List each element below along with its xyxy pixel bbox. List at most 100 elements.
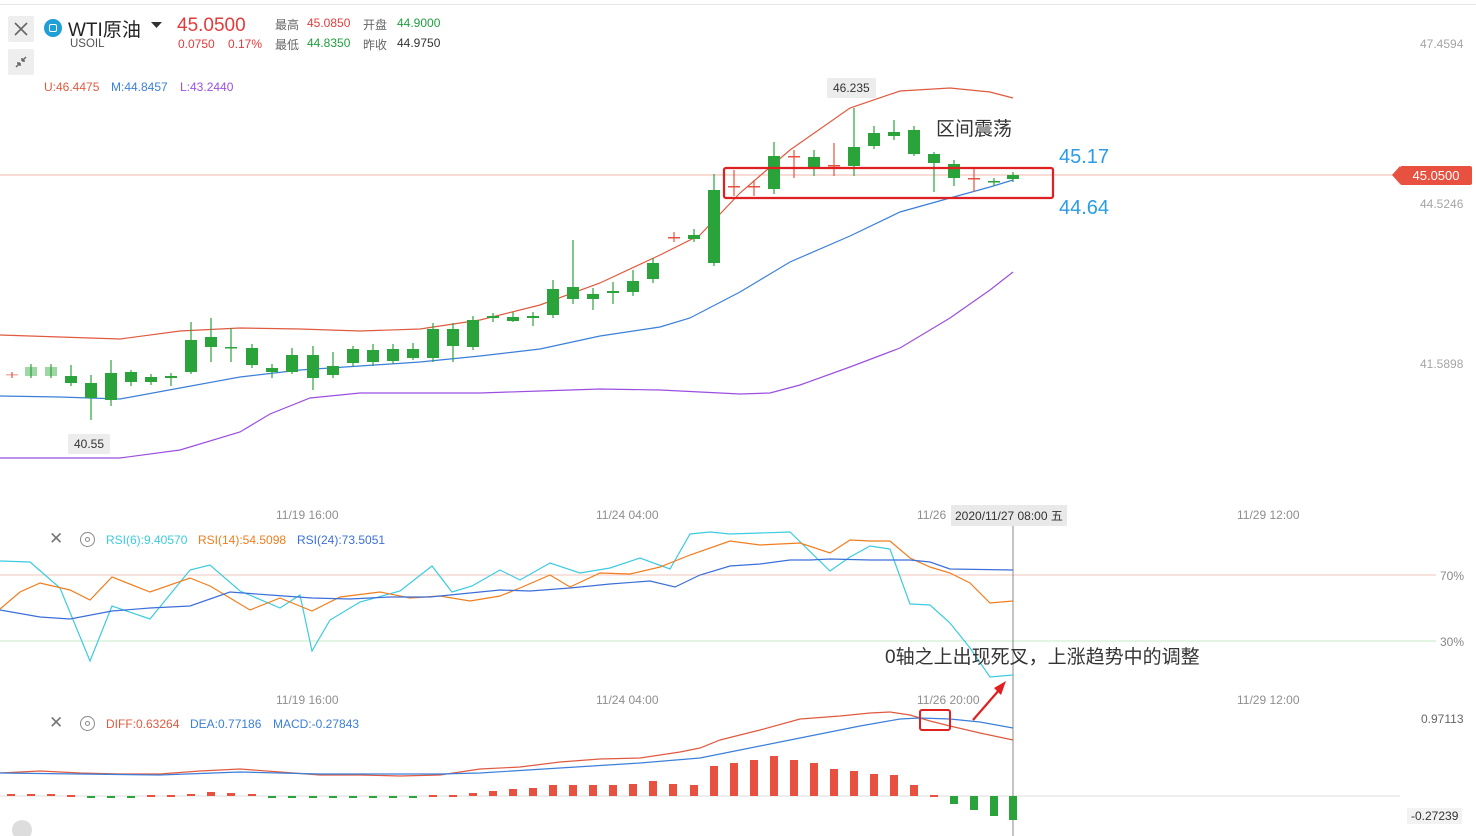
- close-chart-button[interactable]: [8, 16, 34, 42]
- low-value: 44.8350: [307, 36, 351, 50]
- price-tick: 41.5898: [1420, 357, 1464, 371]
- range-box: [722, 166, 1055, 200]
- prev-close-value: 44.9750: [397, 36, 441, 50]
- price-tick: 47.4594: [1420, 37, 1464, 51]
- settings-icon[interactable]: [80, 532, 95, 547]
- macd-bar: [147, 795, 155, 797]
- candle-body: [547, 289, 559, 315]
- current-price: 45.0500: [177, 15, 246, 36]
- boll-middle-line: [0, 179, 1014, 400]
- macd-value-label: MACD:-0.27843: [273, 717, 360, 731]
- macd-bar: [509, 789, 517, 796]
- top-divider: [0, 4, 1476, 5]
- support-level: 44.64: [1059, 197, 1110, 219]
- macd-bar: [107, 796, 115, 798]
- candle-body: [367, 350, 379, 362]
- macd-bar: [990, 796, 998, 816]
- macd-bar: [429, 795, 437, 797]
- high-value: 45.0850: [307, 16, 351, 30]
- range-annotation: 区间震荡: [936, 119, 1013, 140]
- close-macd-icon[interactable]: ✕: [49, 713, 64, 732]
- candle-body: [205, 337, 217, 347]
- candle-body: [948, 164, 960, 178]
- macd-bar: [469, 793, 477, 796]
- settings-icon[interactable]: [80, 716, 95, 731]
- time-tick: 11/24 04:00: [596, 508, 659, 522]
- macd-bar: [810, 763, 818, 796]
- boll-middle-label: M:44.8457: [111, 80, 168, 94]
- candle-body: [968, 178, 980, 180]
- macd-bar: [489, 791, 497, 796]
- boll-upper-line: [0, 87, 1014, 340]
- boll-lower-label: L:43.2440: [180, 80, 234, 94]
- macd-bar: [830, 769, 838, 796]
- close-rsi-icon[interactable]: ✕: [49, 529, 64, 548]
- candle-body: [266, 368, 278, 372]
- macd-bar: [669, 784, 677, 796]
- watermark-icon: [12, 820, 32, 836]
- macd-bar: [67, 795, 75, 797]
- macd-bar: [629, 784, 637, 796]
- rsi14-line: [0, 539, 1014, 612]
- annotation-arrow: [972, 688, 1001, 721]
- candle-body: [307, 355, 319, 378]
- time-tick: 11/26 20:00: [917, 693, 980, 707]
- macd-bar: [750, 760, 758, 796]
- rsi6-label: RSI(6):9.40570: [106, 533, 188, 547]
- candle-body: [728, 186, 740, 188]
- candle-body: [387, 349, 399, 361]
- macd-diff-line: [0, 711, 1014, 777]
- dropdown-icon[interactable]: [151, 22, 162, 29]
- candle-body: [6, 374, 18, 376]
- macd-bar: [730, 763, 738, 796]
- macd-bar: [349, 796, 357, 798]
- candle-body: [527, 316, 539, 318]
- candle-body: [45, 367, 57, 376]
- candle-body: [507, 317, 519, 321]
- macd-bar: [710, 766, 718, 796]
- time-tick: 11/19 16:00: [276, 693, 339, 707]
- candle-body: [988, 181, 1000, 183]
- candle-body: [1007, 175, 1019, 179]
- macd-bar: [87, 796, 95, 798]
- open-label: 开盘: [363, 18, 388, 32]
- candle-body: [828, 165, 840, 167]
- macd-bar: [207, 792, 215, 796]
- macd-bar: [47, 794, 55, 796]
- candle-body: [848, 147, 860, 166]
- symbol-code: USOIL: [70, 38, 105, 50]
- macd-dea-line: [0, 717, 1014, 776]
- macd-bar: [910, 785, 918, 796]
- annotation-arrowhead: [994, 681, 1006, 695]
- symbol-logo-icon: [44, 19, 62, 37]
- macd-diff-label: DIFF:0.63264: [106, 717, 180, 731]
- candle-body: [286, 355, 298, 372]
- macd-bar: [127, 796, 135, 798]
- high-callout: 46.235: [827, 78, 876, 98]
- macd-bar: [609, 785, 617, 796]
- time-tick: 11/29 12:00: [1237, 693, 1300, 707]
- macd-bar: [27, 794, 35, 796]
- candle-body: [668, 237, 680, 239]
- macd-bar: [529, 788, 537, 796]
- candle-body: [85, 383, 97, 398]
- candle-body: [868, 133, 880, 146]
- boll-upper-label: U:46.4475: [44, 80, 100, 94]
- macd-bar: [449, 795, 457, 797]
- shrink-button[interactable]: [8, 49, 34, 75]
- symbol-name[interactable]: WTI原油: [68, 20, 141, 41]
- candle-body: [647, 263, 659, 279]
- candle-body: [487, 316, 499, 318]
- macd-bar: [589, 785, 597, 796]
- prev-close-label: 昨收: [363, 38, 388, 52]
- time-tick: 11/29 12:00: [1237, 508, 1300, 522]
- macd-bar: [870, 774, 878, 796]
- candle-body: [65, 376, 77, 383]
- macd-bar: [329, 796, 337, 798]
- candle-body: [788, 156, 800, 158]
- death-cross-box: [919, 709, 951, 731]
- price-tick: 44.5246: [1420, 197, 1464, 211]
- candle-body: [607, 291, 619, 293]
- candle-body: [888, 132, 900, 136]
